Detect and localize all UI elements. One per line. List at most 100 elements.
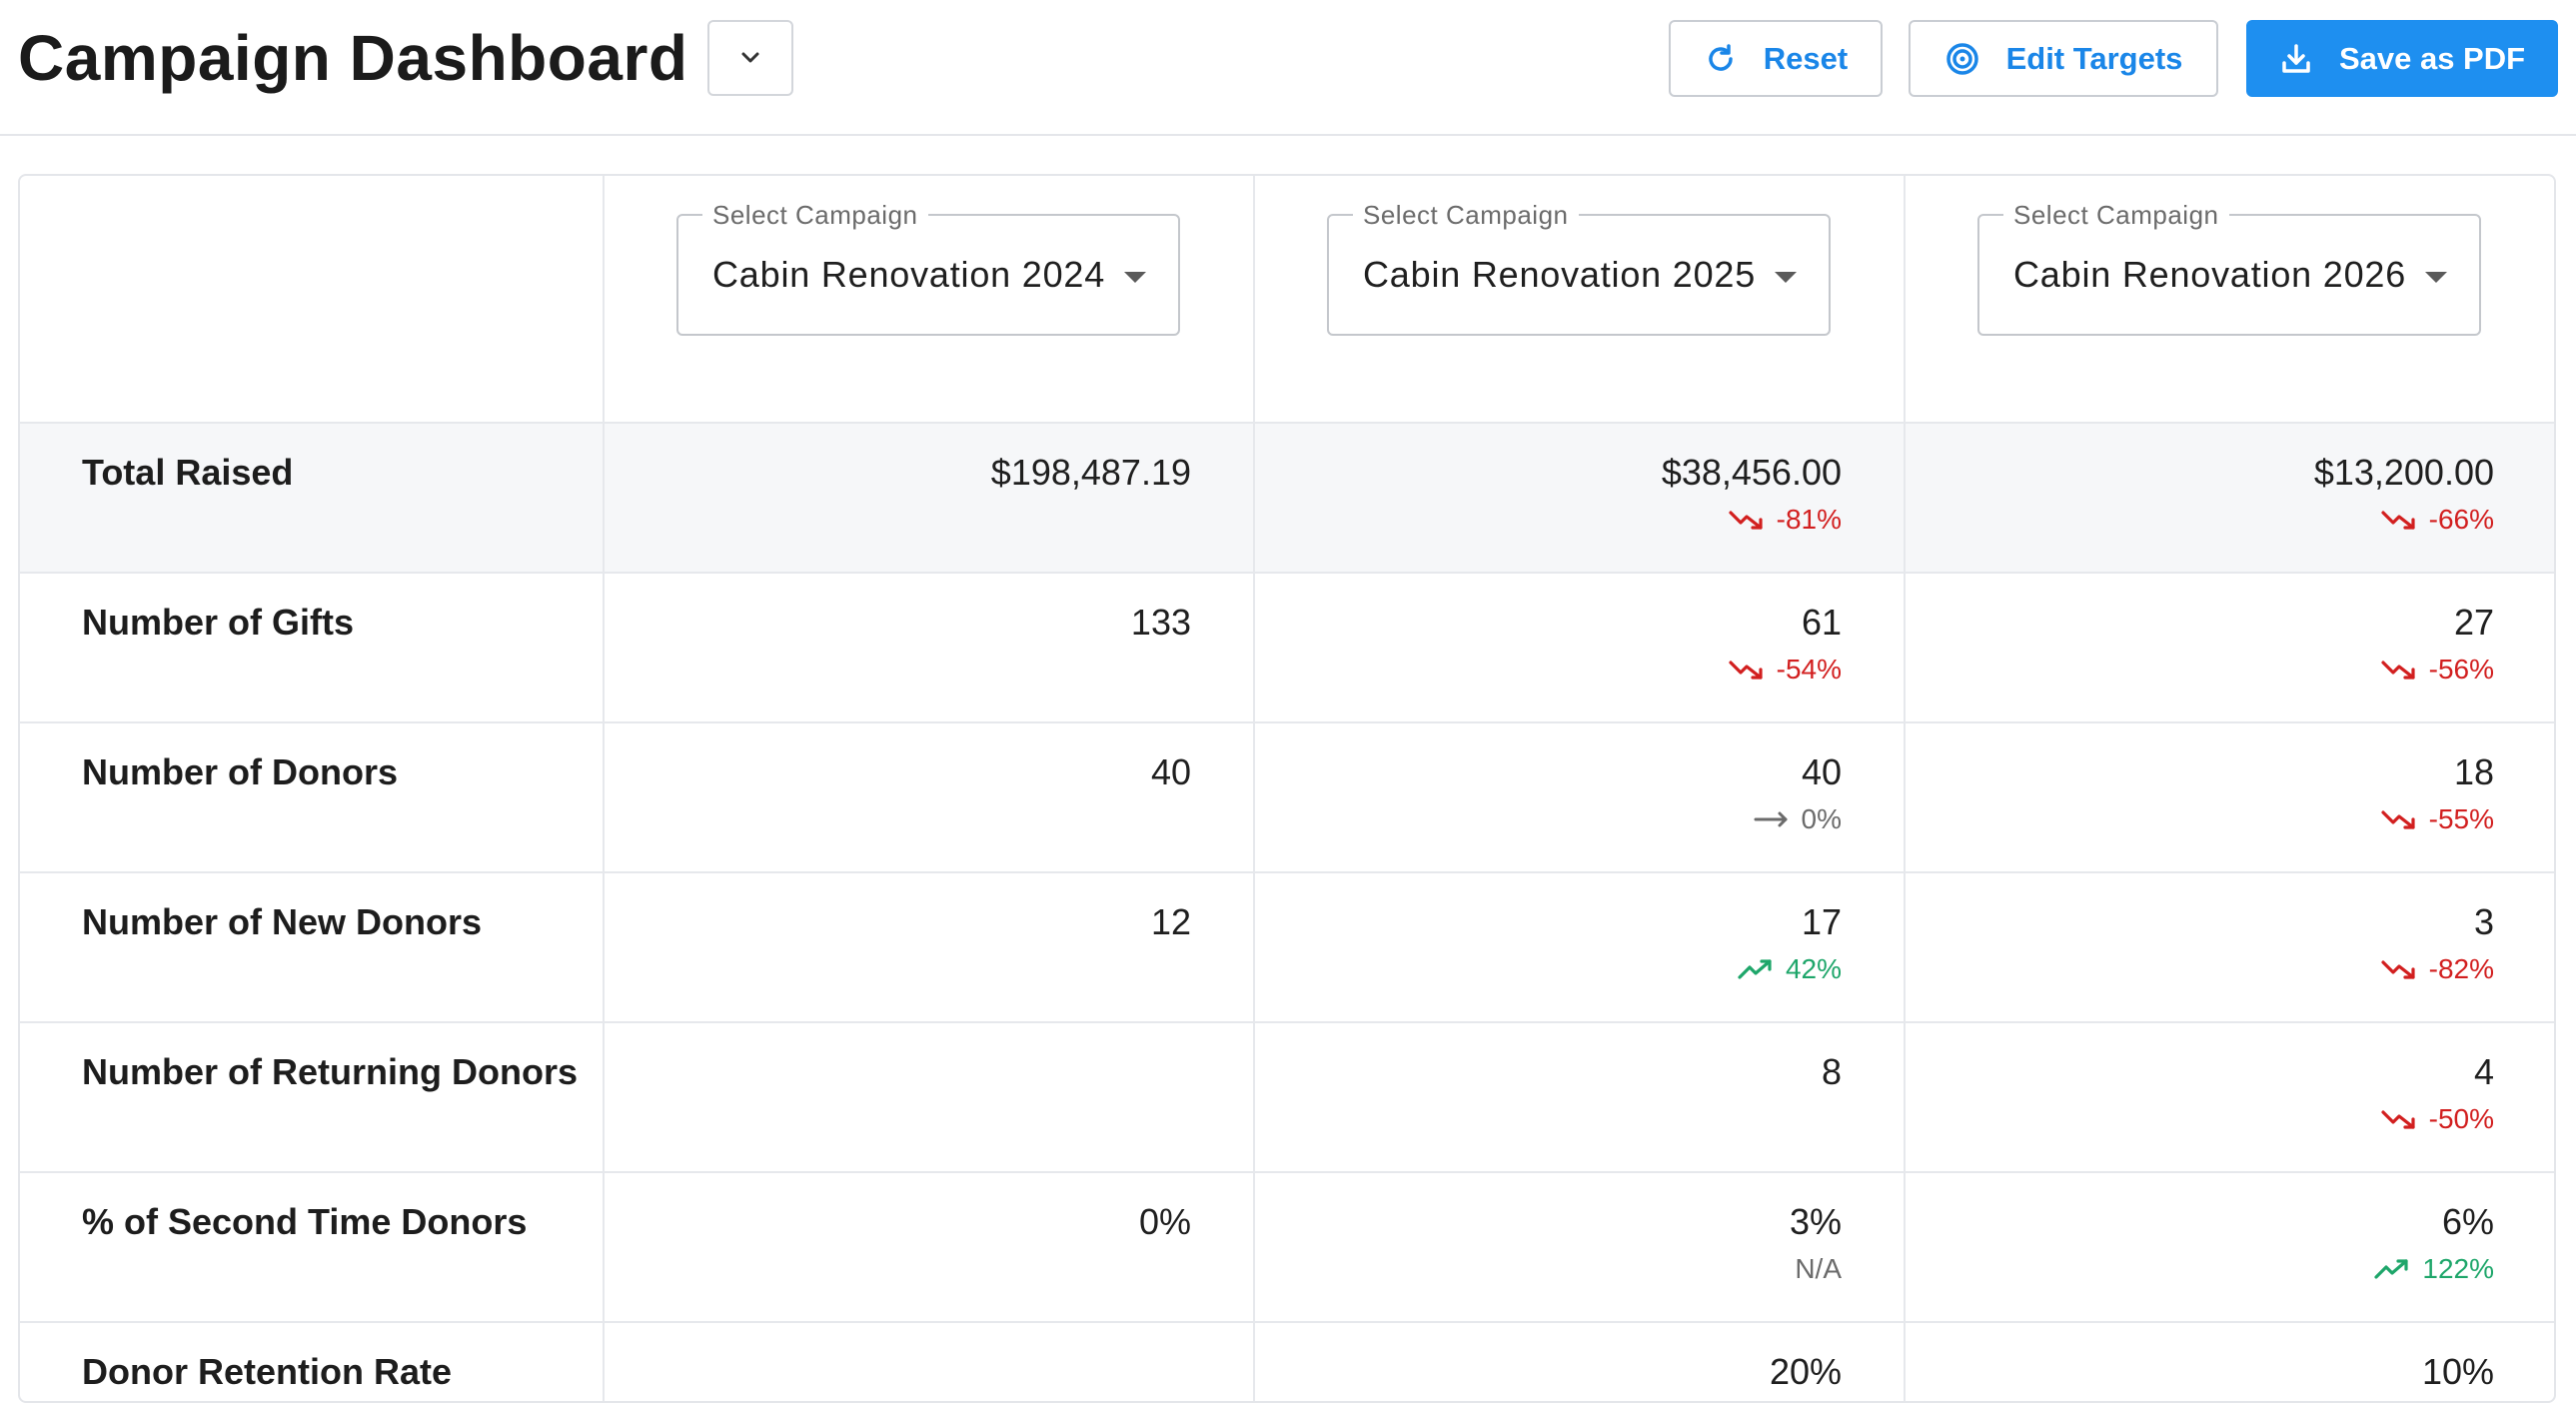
metric-label-cell: Number of Returning Donors (20, 1023, 605, 1171)
metric-delta: -82% (2381, 953, 2494, 985)
select-campaign-label: Select Campaign (1353, 200, 1579, 231)
metric-value: 17 (1801, 901, 1842, 942)
metric-value: 4 (2473, 1051, 2494, 1092)
metric-delta-text: -82% (2428, 953, 2494, 984)
trend-down-icon (2381, 1108, 2417, 1130)
metric-delta-text: -56% (2428, 654, 2494, 685)
metric-value-cell: $198,487.19 (605, 424, 1255, 572)
metric-value-cell: 3 -82% (1906, 873, 2554, 1021)
trend-up-icon (2374, 1259, 2408, 1279)
metric-value-cell (605, 1323, 1255, 1401)
metric-value-cell: 6% 122% (1906, 1173, 2554, 1321)
select-campaign-label: Select Campaign (2003, 200, 2229, 231)
metric-value-cell: 18 -55% (1906, 723, 2554, 871)
metric-value: 27 (2453, 602, 2494, 643)
campaign-select-1[interactable]: Select Campaign Cabin Renovation 2024 (676, 200, 1180, 336)
edit-targets-button[interactable]: Edit Targets (1909, 20, 2218, 97)
reset-button-label: Reset (1763, 40, 1849, 76)
metric-value: 12 (1150, 901, 1191, 942)
campaign-select-2[interactable]: Select Campaign Cabin Renovation 2025 (1327, 200, 1831, 336)
metric-value-cell: $13,200.00 -66% (1906, 424, 2554, 572)
metric-label: Number of Donors (82, 751, 399, 792)
metric-value: 18 (2453, 751, 2494, 792)
metric-label-cell: Number of New Donors (20, 873, 605, 1021)
metric-value-cell: $38,456.00 -81% (1255, 424, 1906, 572)
comparison-table: Select Campaign Cabin Renovation 2024 Se… (20, 176, 2554, 1401)
metric-label: Number of Gifts (82, 602, 355, 643)
trend-flat-icon (1754, 808, 1790, 830)
page-title: Campaign Dashboard (18, 22, 688, 94)
dropdown-caret-icon (1124, 272, 1146, 283)
trend-up-icon (1738, 959, 1772, 979)
metric-label-cell: Number of Gifts (20, 574, 605, 721)
metric-delta-text: 42% (1785, 953, 1842, 984)
metric-value: 10% (2421, 1351, 2494, 1392)
metric-value-cell: 0% (605, 1173, 1255, 1321)
target-icon (1945, 42, 1978, 75)
metric-value-cell: 3% N/A (1255, 1173, 1906, 1321)
trend-down-icon (1729, 511, 1763, 530)
trend-down-icon (1729, 661, 1763, 680)
trend-up-icon (1738, 958, 1774, 980)
trend-down-icon (2381, 659, 2417, 681)
metric-delta-text: 122% (2422, 1253, 2494, 1284)
campaign-select-3[interactable]: Select Campaign Cabin Renovation 2026 (1977, 200, 2481, 336)
metric-label: Number of Returning Donors (82, 1051, 578, 1092)
metric-label: % of Second Time Donors (82, 1201, 528, 1242)
metric-value: 0% (1138, 1201, 1191, 1242)
refresh-icon (1709, 43, 1733, 71)
campaign-select-row: Select Campaign Cabin Renovation 2024 Se… (20, 176, 2554, 424)
save-as-pdf-button-label: Save as PDF (2338, 40, 2526, 76)
metric-value-cell: 40 0% (1255, 723, 1906, 871)
metric-label-cell: Donor Retention Rate (20, 1323, 605, 1401)
metric-delta: N/A (1795, 1253, 1842, 1285)
metric-label: Total Raised (82, 452, 294, 493)
edit-targets-button-label: Edit Targets (2005, 40, 2183, 76)
metric-value-cell (605, 1023, 1255, 1171)
metric-delta-text: -55% (2428, 803, 2494, 834)
metric-value-cell: 27 -56% (1906, 574, 2554, 721)
trend-down-icon (1729, 659, 1765, 681)
metric-delta-text: -54% (1776, 654, 1842, 685)
trend-flat-icon (1754, 811, 1788, 827)
trend-down-icon (2381, 509, 2417, 531)
metric-value-cell: 133 (605, 574, 1255, 721)
metric-label: Number of New Donors (82, 901, 483, 942)
metric-value: 3% (1789, 1201, 1842, 1242)
chevron-down-icon (741, 52, 759, 63)
title-dropdown-button[interactable] (707, 20, 793, 96)
metric-delta: -54% (1729, 654, 1842, 686)
metric-value: 133 (1130, 602, 1191, 643)
trend-down-icon (2381, 958, 2417, 980)
metric-delta: -56% (2381, 654, 2494, 686)
metric-value-cell: 20% (1255, 1323, 1906, 1401)
metric-row: Number of Donors 40 40 0% 18 -55% (20, 723, 2554, 873)
trend-up-icon (2374, 1258, 2410, 1280)
selected-campaign-value: Cabin Renovation 2024 (712, 254, 1106, 295)
metric-value: $38,456.00 (1661, 452, 1842, 493)
metric-delta: -66% (2381, 504, 2494, 536)
trend-down-icon (2381, 511, 2415, 530)
metric-delta: 122% (2374, 1253, 2494, 1285)
metric-value-cell: 12 (605, 873, 1255, 1021)
metric-label-cell: Total Raised (20, 424, 605, 572)
metric-value: 6% (2441, 1201, 2494, 1242)
metric-value-cell: 4 -50% (1906, 1023, 2554, 1171)
metric-row: Donor Retention Rate 20% 10% (20, 1323, 2554, 1401)
metric-value-cell: 10% (1906, 1323, 2554, 1401)
select-campaign-label: Select Campaign (702, 200, 928, 231)
trend-down-icon (2381, 960, 2415, 979)
metric-value: 40 (1150, 751, 1191, 792)
metric-delta-text: 0% (1801, 803, 1842, 834)
metric-row: % of Second Time Donors 0% 3% N/A 6% 122% (20, 1173, 2554, 1323)
metric-row: Number of Gifts 133 61 -54% 27 -56% (20, 574, 2554, 723)
metric-row: Number of New Donors 12 17 42% 3 -82% (20, 873, 2554, 1023)
metric-delta-text: -81% (1776, 504, 1842, 535)
campaign-column-3: Select Campaign Cabin Renovation 2026 (1906, 176, 2554, 422)
metric-rows: Total Raised $198,487.19 $38,456.00 -81% $13… (20, 424, 2554, 1401)
metric-value: 20% (1769, 1351, 1842, 1392)
metric-delta: -55% (2381, 803, 2494, 835)
reset-button[interactable]: Reset (1669, 20, 1883, 97)
metric-value: $13,200.00 (2313, 452, 2494, 493)
save-as-pdf-button[interactable]: Save as PDF (2246, 20, 2558, 97)
